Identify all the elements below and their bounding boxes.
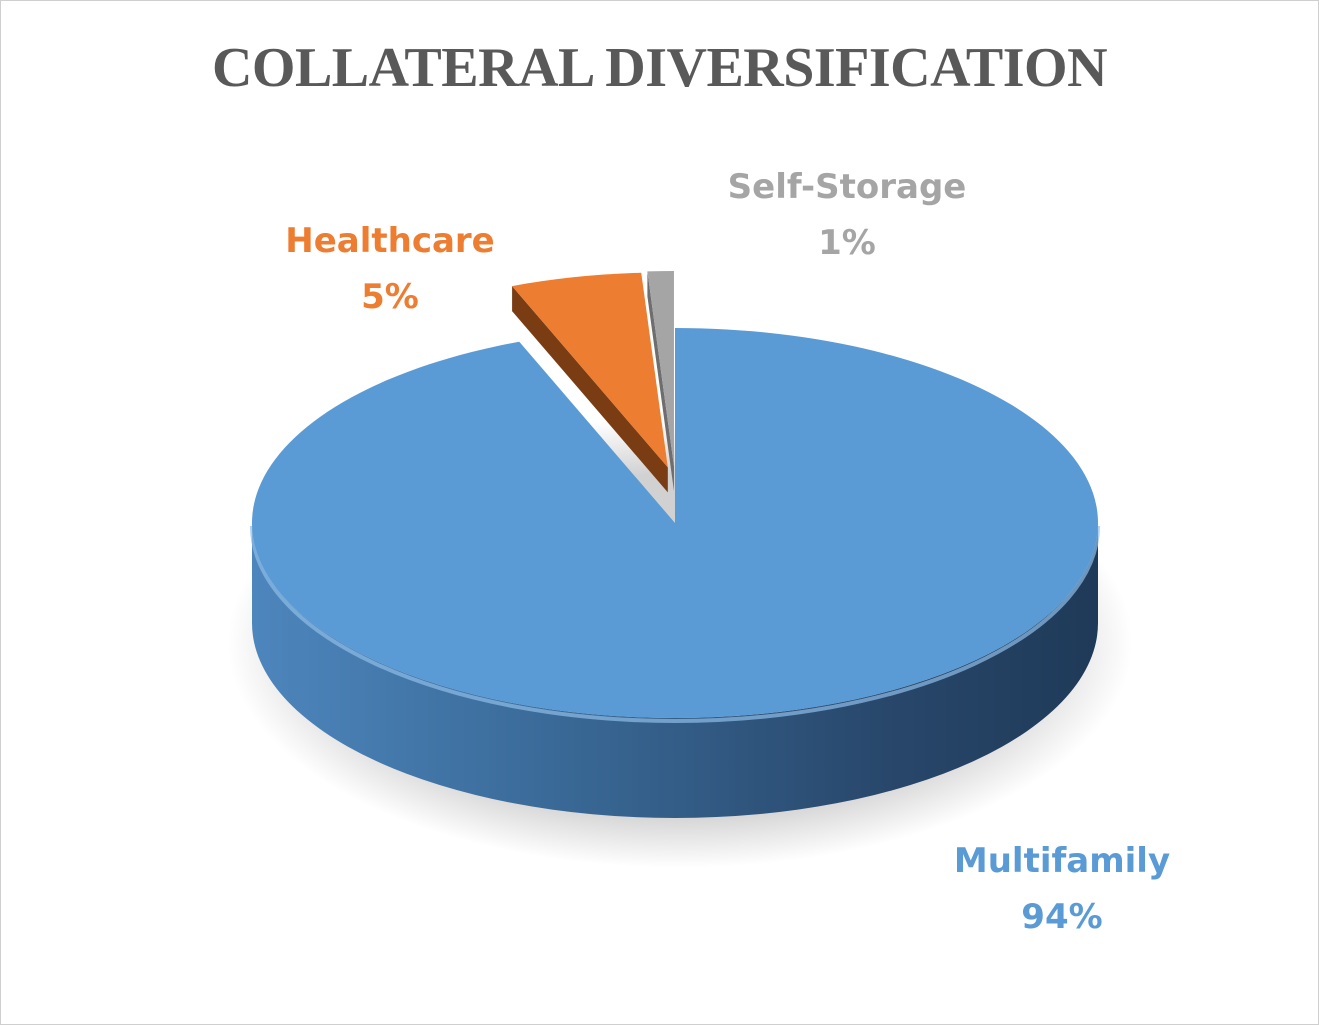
pie-slice-top [251, 328, 1099, 719]
data-label-percent: 5% [361, 277, 419, 317]
pie-slice-side [252, 523, 1098, 818]
pie-slice-self-storage [647, 271, 674, 492]
pie-slice-healthcare [512, 272, 668, 493]
pie-rim-highlight [250, 525, 1100, 723]
pie-slice-multifamily [250, 328, 1100, 818]
data-label-category: Multifamily [954, 841, 1170, 881]
pie-slice-cut-face [647, 271, 674, 492]
data-label-category: Healthcare [285, 221, 495, 261]
data-label-category: Self-Storage [728, 167, 967, 207]
pie-slice-cut-face [512, 286, 668, 493]
chart-title: COLLATERAL DIVERSIFICATION [211, 37, 1108, 99]
data-label-percent: 1% [818, 223, 876, 263]
data-label-percent: 94% [1021, 897, 1102, 937]
pie-slice-top [512, 272, 668, 468]
pie-slice-top [647, 271, 674, 467]
